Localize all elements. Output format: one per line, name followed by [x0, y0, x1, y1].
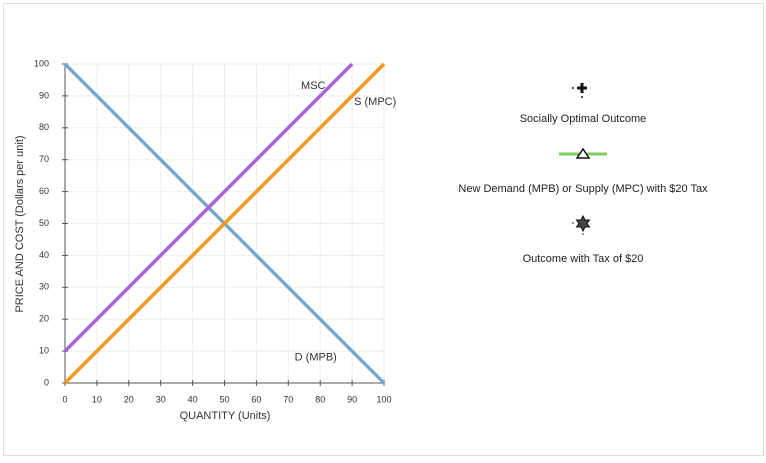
star-icon[interactable]: [575, 214, 591, 233]
y-tick-label: 100: [34, 58, 49, 68]
x-tick-label: 10: [92, 394, 102, 404]
tool-label: Outcome with Tax of $20: [523, 253, 644, 265]
y-tick-label: 0: [44, 377, 49, 387]
series-label: MSC: [301, 80, 326, 92]
x-tick-label: 100: [376, 394, 391, 404]
y-tick-label: 50: [39, 218, 49, 228]
series-line: [63, 62, 386, 385]
x-tick-label: 80: [315, 394, 325, 404]
x-tick-label: 60: [251, 394, 261, 404]
x-tick-label: 20: [124, 394, 134, 404]
icon-dot: [581, 96, 583, 98]
tool-2[interactable]: New Demand (MPB) or Supply (MPC) with $2…: [458, 147, 708, 195]
tool-label: New Demand (MPB) or Supply (MPC) with $2…: [458, 183, 708, 195]
tool-3[interactable]: Outcome with Tax of $20: [523, 214, 644, 265]
x-tick-label: 30: [156, 394, 166, 404]
y-tick-label: 40: [39, 250, 49, 260]
series-line: [63, 62, 386, 385]
y-tick-label: 20: [39, 314, 49, 324]
icon-dot: [572, 87, 574, 89]
y-axis-title: PRICE AND COST (Dollars per unit): [14, 135, 26, 312]
y-tick-label: 70: [39, 154, 49, 164]
triangle-icon: [575, 147, 591, 159]
series-label: D (MPB): [295, 351, 337, 363]
tool-1[interactable]: Socially Optimal Outcome: [520, 83, 647, 125]
plus-icon[interactable]: [577, 83, 587, 93]
x-tick-label: 40: [188, 394, 198, 404]
tool-label: Socially Optimal Outcome: [520, 113, 647, 125]
x-tick-label: 70: [283, 394, 293, 404]
y-tick-label: 10: [39, 345, 49, 355]
series-line: [63, 62, 354, 353]
x-axis-title: QUANTITY (Units): [180, 410, 271, 422]
icon-dot: [582, 233, 584, 235]
x-tick-label: 50: [219, 394, 229, 404]
y-tick-label: 80: [39, 122, 49, 132]
x-tick-label: 0: [62, 394, 67, 404]
y-tick-label: 60: [39, 186, 49, 196]
icon-dot: [572, 222, 574, 224]
y-tick-label: 90: [39, 90, 49, 100]
series-label: S (MPC): [354, 96, 396, 108]
y-tick-label: 30: [39, 282, 49, 292]
x-tick-label: 90: [347, 394, 357, 404]
